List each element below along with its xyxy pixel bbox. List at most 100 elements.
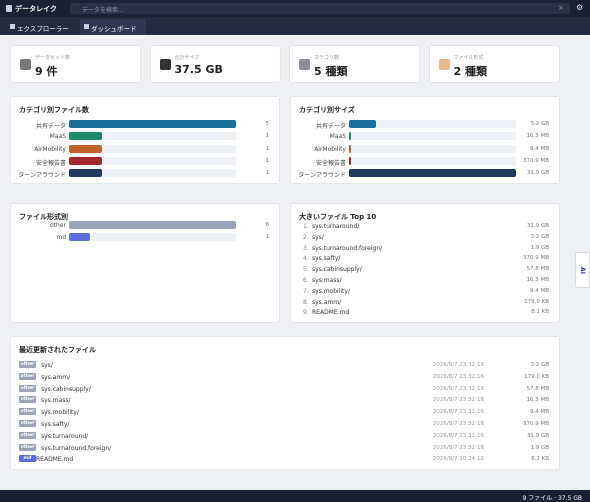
file-name[interactable]: README.md: [312, 309, 350, 317]
bar: [349, 156, 351, 165]
file-date: 2026/8/7 23:32:16: [432, 397, 484, 404]
type-badge: other: [19, 361, 36, 368]
rank: 2.: [303, 233, 309, 241]
bar-track: [69, 132, 236, 141]
search-placeholder: データを検索...: [82, 7, 124, 14]
top-bar: データレイク データを検索... × ⚙: [0, 0, 590, 17]
file-name[interactable]: sys.turnaround.foreign/: [312, 244, 383, 252]
stat-card: データセット数 9 件: [10, 45, 141, 83]
tab[interactable]: エクスプローラー: [6, 19, 76, 35]
stat-icon: [20, 59, 31, 70]
status-text: 9 ファイル · 37.5 GB: [522, 495, 582, 502]
file-size: 16.3 MB: [526, 277, 549, 283]
bar-label: ターンアラウンド: [18, 172, 66, 180]
rank: 8.: [303, 298, 309, 306]
file-name[interactable]: sys.cabinsupply/: [41, 385, 91, 393]
file-date: 2026/8/7 23:32:16: [432, 385, 484, 392]
bar: [69, 120, 236, 128]
bar-track: [69, 156, 236, 165]
file-name[interactable]: sys.amm/: [312, 298, 342, 306]
side-tab[interactable]: AI: [575, 252, 590, 288]
stat-label: カテゴリ数: [314, 55, 340, 61]
file-date: 2026/8/7 23:32:16: [432, 432, 484, 439]
file-date: 2026/8/7 23:32:16: [432, 409, 484, 416]
bar-value: 8: [265, 222, 270, 228]
bar-value: 1: [265, 170, 270, 177]
rank: 5.: [303, 266, 309, 274]
bar-value: 5.2 GB: [530, 121, 549, 127]
bar-value: 1: [265, 157, 270, 164]
file-name[interactable]: sys.mobility/: [41, 409, 79, 417]
file-size: 370.9 MB: [522, 421, 549, 427]
file-size: 8.2 KB: [531, 309, 549, 316]
bar-label: AirMobility: [314, 145, 346, 153]
file-name[interactable]: sys.turnaround/: [41, 432, 89, 440]
file-name[interactable]: sys/: [312, 233, 324, 241]
file-size: 179.0 KB: [524, 373, 549, 380]
file-date: 2026/8/7 23:32:16: [432, 362, 484, 368]
type-badge: other: [19, 431, 36, 439]
file-size: 57.8 MB: [526, 266, 549, 273]
bar-value: 1: [265, 234, 270, 241]
bar: [69, 233, 90, 242]
content: データセット数 9 件 合計サイズ 37.5 GB カテゴリ数 5 種類 ファイル形式 2 種…: [0, 35, 590, 490]
file-name[interactable]: sys.cabinsupply/: [312, 266, 362, 274]
bar: [69, 169, 103, 178]
bar: [349, 120, 377, 128]
type-badge: other: [19, 396, 36, 404]
tab-label: エクスプローラー: [17, 25, 69, 33]
bar-label: other: [50, 222, 66, 229]
chart-panel: ファイル形式別 other 8 md 1: [10, 203, 280, 323]
status-bar: 9 ファイル · 37.5 GB: [0, 490, 590, 502]
clear-icon[interactable]: ×: [558, 4, 564, 12]
file-name[interactable]: sys.safty/: [41, 421, 70, 428]
file-name[interactable]: sys.amm/: [41, 373, 71, 381]
type-badge: other: [19, 384, 36, 392]
bar: [69, 144, 103, 153]
file-size: 9.4 MB: [529, 287, 549, 294]
file-name[interactable]: sys.mass/: [41, 397, 71, 405]
stat-card: 合計サイズ 37.5 GB: [149, 45, 281, 83]
file-size: 31.9 GB: [526, 223, 549, 229]
settings-icon[interactable]: ⚙: [576, 3, 584, 12]
bar-value: 16.3 MB: [526, 133, 549, 140]
file-name[interactable]: sys.turnaround/: [312, 223, 360, 230]
file-size: 3.2 GB: [530, 362, 549, 368]
stat-label: 合計サイズ: [174, 55, 200, 61]
side-tab-label: AI: [578, 267, 586, 274]
file-size: 8.2 KB: [531, 456, 549, 463]
panel-title: 最近更新されたファイル: [19, 346, 96, 354]
rank: 4.: [303, 255, 309, 263]
file-name[interactable]: sys.mobility/: [312, 287, 350, 295]
stat-icon: [159, 59, 171, 70]
stat-card: ファイル形式 2 種類: [428, 45, 560, 83]
file-name[interactable]: README.md: [36, 456, 74, 464]
panel-title: 大きいファイル Top 10: [299, 213, 377, 221]
logo-icon: [6, 5, 12, 12]
stat-card: カテゴリ数 5 種類: [289, 45, 420, 83]
bar-label: 共有データ: [315, 123, 346, 130]
bar-label: ターンアラウンド: [298, 172, 346, 180]
type-badge: md: [19, 455, 36, 463]
rank: 3.: [303, 244, 309, 252]
rank: 6.: [303, 277, 309, 284]
tab[interactable]: ダッシュボード: [80, 19, 146, 35]
bar-label: 安全報告書: [35, 159, 66, 167]
file-name[interactable]: sys.turnaround.foreign/: [41, 444, 112, 452]
file-size: 1.9 GB: [530, 244, 549, 251]
chart-panel: カテゴリ別サイズ 共有データ 5.2 GB MaaS 16.3 MB AirMobilit…: [290, 96, 560, 184]
bar: [69, 132, 103, 141]
bar: [69, 221, 236, 229]
stat-value: 37.5 GB: [174, 63, 223, 76]
file-name[interactable]: sys.safty/: [312, 255, 341, 263]
stat-label: データセット数: [35, 55, 71, 61]
file-name[interactable]: sys/: [41, 362, 53, 369]
type-badge: other: [19, 420, 36, 427]
bar-track: [349, 132, 516, 141]
top-files-panel: 大きいファイル Top 10 1. sys.turnaround/31.9 GB 2.…: [290, 203, 560, 323]
file-name[interactable]: sys.mass/: [312, 277, 342, 284]
file-date: 2026/8/7 23:32:16: [432, 421, 484, 427]
bar-track: [349, 156, 516, 165]
search-box[interactable]: データを検索... ×: [70, 3, 570, 14]
